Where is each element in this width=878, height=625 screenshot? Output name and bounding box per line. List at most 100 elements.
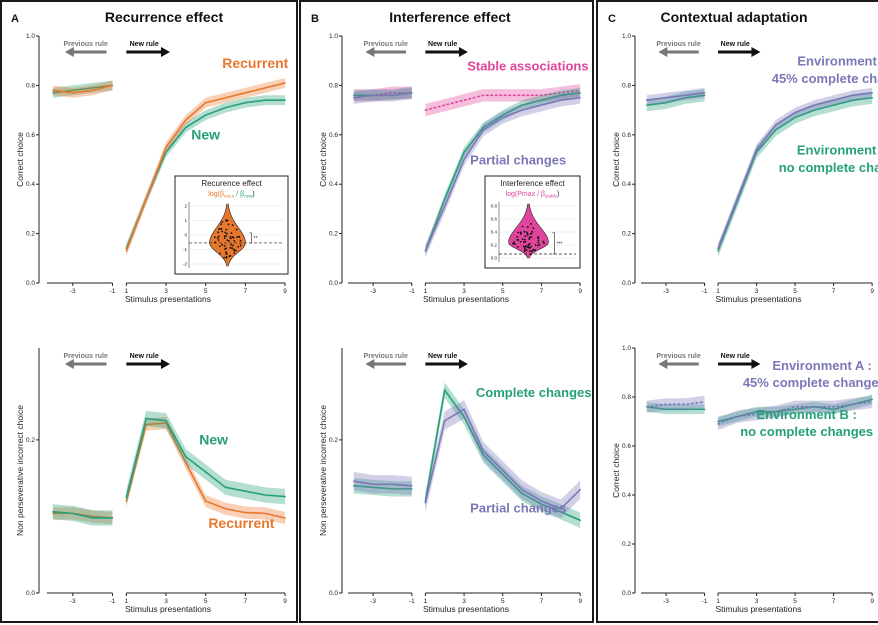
panel-c-frame [596, 0, 878, 623]
x-tick-label: 3 [164, 598, 168, 605]
y-axis-label: Non perseverative incorrect choice [15, 405, 25, 536]
inset-dot [235, 249, 237, 252]
inset-dot [220, 223, 222, 226]
inset-formula-part: ) [252, 191, 254, 198]
inset-significance-bracket [249, 232, 252, 244]
inset-y-tick-label: -2 [183, 262, 187, 267]
series-band-post [718, 91, 873, 258]
inset-violin [508, 203, 549, 259]
y-tick-label: 0.4 [329, 181, 338, 188]
series-label: Recurrent [222, 55, 288, 71]
inset-formula-part: new [244, 194, 253, 199]
inset-dot [528, 242, 531, 245]
inset-dot [230, 244, 232, 246]
inset-recurrence: Recurence effect log(βrecur / βnew) 2 1 0 -1 -… [174, 175, 289, 275]
x-tick-label: -3 [663, 288, 669, 295]
inset-dot [223, 235, 226, 238]
panel-a-letter: A [11, 13, 19, 25]
inset-dot [542, 240, 545, 243]
x-tick-label: -1 [110, 288, 116, 295]
y-tick-label: 0.2 [622, 541, 631, 548]
chart-B-top: 0.0 0.2 0.4 0.6 0.8 1.0 Correct choice -3 -1 1 3 5 7… [318, 33, 589, 304]
inset-dot [524, 245, 526, 248]
inset-dot [537, 239, 540, 242]
y-tick-label: 0.6 [622, 132, 631, 139]
y-tick-label: 0.0 [622, 590, 631, 597]
inset-dot [236, 236, 238, 238]
new-rule-label: New rule [428, 41, 457, 48]
inset-dot [522, 241, 525, 243]
series-label: Partial changes [470, 152, 566, 167]
inset-dot [239, 239, 242, 242]
chart-A-top: 0.0 0.2 0.4 0.6 0.8 1.0 Correct choice -3 -1 1 3 5 7… [15, 33, 289, 304]
inset-dot [534, 249, 537, 252]
inset-dot [231, 247, 234, 250]
inset-formula: log(βrecur / βnew) [208, 191, 254, 199]
inset-dot [225, 253, 228, 255]
inset-dot [225, 234, 227, 237]
series-band-post [425, 400, 581, 518]
inset-dot [513, 241, 515, 244]
inset-dot [516, 238, 519, 241]
y-tick-label: 0.8 [622, 394, 631, 401]
x-tick-label: 3 [755, 288, 759, 295]
series-line-post [125, 422, 286, 519]
inset-dot [523, 230, 526, 233]
series-band-pre [52, 80, 113, 98]
inset-y-tick-label: 0.0 [491, 256, 498, 261]
x-tick-label: 1 [716, 598, 720, 605]
inset-dot [235, 228, 238, 231]
panel-b-frame [299, 0, 594, 623]
series-label: no complete changes [779, 160, 878, 175]
x-tick-label: 1 [125, 288, 129, 295]
new-rule-arrowhead [458, 47, 468, 57]
inset-dot [524, 235, 527, 238]
inset-dot [514, 243, 516, 245]
inset-dot [526, 246, 529, 249]
x-tick-label: 9 [283, 598, 287, 605]
series-line-post [125, 82, 286, 252]
x-tick-label: 5 [204, 288, 208, 295]
inset-dot [225, 256, 228, 259]
series-line-post [125, 417, 286, 499]
series-label: New [191, 127, 220, 143]
y-axis-label: Correct choice [611, 132, 621, 187]
inset-dot [519, 240, 522, 243]
panel-a-frame [0, 0, 298, 623]
inset-formula-part: log(β [208, 191, 224, 198]
x-tick-label: 9 [870, 288, 874, 295]
panel-a-title: Recurrence effect [105, 9, 224, 25]
inset-dot [537, 244, 539, 247]
series-label: 45% complete changes [772, 71, 878, 86]
inset-dot [520, 232, 522, 235]
previous-rule-arrowhead [658, 47, 668, 57]
inset-dot [525, 249, 528, 252]
series-line-pre [645, 405, 706, 411]
inset-dot [524, 247, 526, 250]
y-tick-label: 0.0 [329, 280, 338, 287]
y-tick-label: 0.8 [26, 82, 35, 89]
x-tick-label: 7 [832, 598, 836, 605]
x-tick-label: 1 [716, 288, 720, 295]
inset-dot [231, 235, 234, 238]
x-axis-label: Stimulus presentations [423, 604, 509, 614]
inset-dot [223, 237, 226, 240]
y-tick-label: 0.4 [622, 492, 631, 499]
y-tick-label: 0.0 [26, 280, 35, 287]
previous-rule-label: Previous rule [656, 41, 700, 48]
series-band-post [126, 95, 286, 254]
series-line-pre [645, 92, 706, 102]
inset-dot [516, 245, 519, 248]
inset-dot [512, 242, 514, 245]
x-axis-label: Stimulus presentations [125, 294, 211, 304]
series-line-post [717, 92, 873, 250]
x-axis-label: Stimulus presentations [125, 604, 211, 614]
previous-rule-arrowhead [365, 359, 375, 369]
inset-dot [214, 241, 217, 244]
x-tick-label: 1 [424, 288, 428, 295]
series-line-pre [353, 485, 413, 490]
inset-dot [231, 224, 234, 226]
series-line-pre [353, 92, 413, 99]
